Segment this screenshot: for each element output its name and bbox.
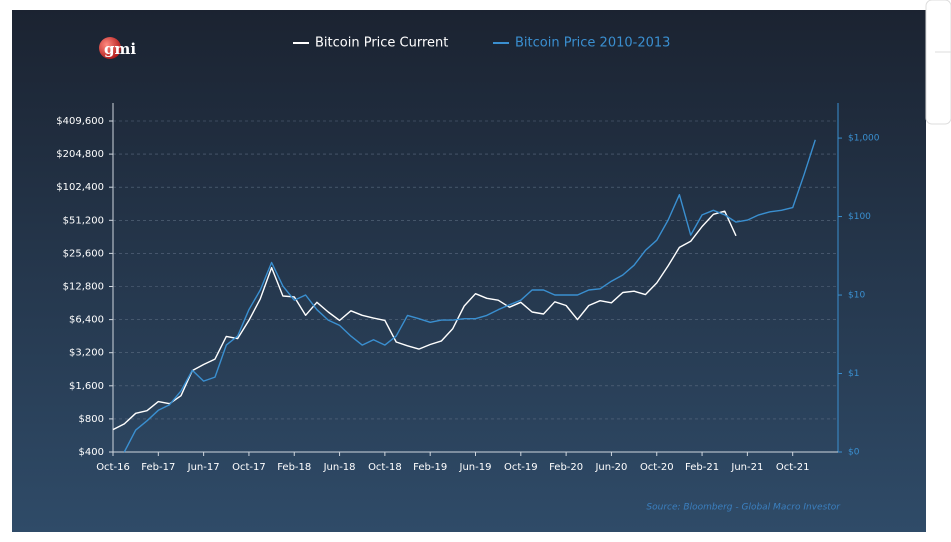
legend-label: Bitcoin Price Current bbox=[315, 36, 448, 51]
y-tick-label: $3,200 bbox=[69, 348, 104, 359]
x-tick-label: Feb-20 bbox=[549, 462, 583, 473]
y-tick-label: $400 bbox=[79, 447, 104, 458]
y-tick-label: $51,200 bbox=[63, 215, 104, 226]
x-tick-label: Oct-18 bbox=[368, 462, 402, 473]
x-tick-label: Jun-19 bbox=[459, 462, 492, 473]
x-tick-label: Oct-17 bbox=[232, 462, 266, 473]
x-tick-label: Feb-17 bbox=[141, 462, 175, 473]
x-tick-label: Jun-20 bbox=[594, 462, 627, 473]
y-tick-label: $204,800 bbox=[56, 149, 104, 160]
logo-ball bbox=[99, 37, 121, 59]
x-tick-label: Oct-21 bbox=[776, 462, 810, 473]
y-tick-label: $800 bbox=[79, 414, 104, 425]
y-tick-label: $409,600 bbox=[56, 116, 104, 127]
legend-label: Bitcoin Price 2010-2013 bbox=[515, 36, 670, 51]
overlay-box bbox=[925, 0, 951, 125]
y-tick-label: $1,600 bbox=[69, 381, 104, 392]
y2-tick-label: $100 bbox=[848, 212, 871, 222]
source: Source: Bloomberg - Global Macro Investo… bbox=[646, 503, 841, 513]
x-tick-label: Feb-19 bbox=[413, 462, 447, 473]
x-tick-label: Jun-21 bbox=[730, 462, 763, 473]
series-line bbox=[112, 210, 737, 431]
x-tick-label: Feb-18 bbox=[277, 462, 311, 473]
y2-tick-label: $1 bbox=[848, 369, 859, 379]
x-tick-label: Jun-17 bbox=[187, 462, 220, 473]
y-tick-label: $12,800 bbox=[63, 282, 104, 293]
x-tick-label: Jun-18 bbox=[323, 462, 356, 473]
y2-tick-label: $0 bbox=[848, 448, 860, 458]
series-line bbox=[123, 139, 816, 453]
y2-tick-label: $1,000 bbox=[848, 134, 880, 144]
y2-tick-label: $10 bbox=[848, 291, 865, 301]
logo: gmi bbox=[104, 40, 136, 58]
y-tick-label: $6,400 bbox=[69, 315, 104, 326]
y-tick-label: $25,600 bbox=[63, 248, 104, 259]
x-tick-label: Oct-20 bbox=[640, 462, 674, 473]
x-tick-label: Feb-21 bbox=[685, 462, 719, 473]
x-tick-label: Oct-19 bbox=[504, 462, 538, 473]
y-tick-label: $102,400 bbox=[56, 182, 104, 193]
x-tick-label: Oct-16 bbox=[96, 462, 130, 473]
panel bbox=[12, 10, 926, 532]
